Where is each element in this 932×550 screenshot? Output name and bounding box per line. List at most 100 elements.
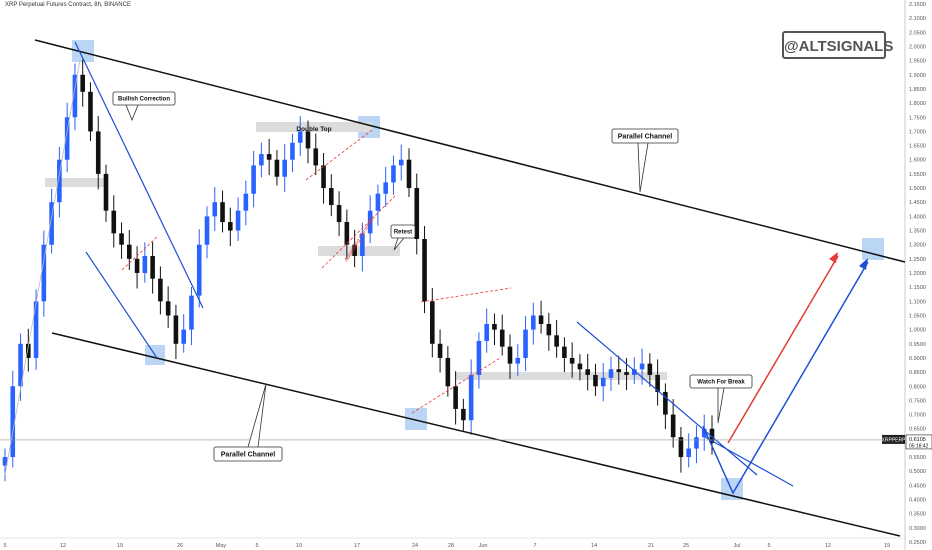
candle-body xyxy=(336,205,342,223)
candle-body xyxy=(577,363,583,370)
price-axis-tick: 0.4500 xyxy=(909,483,926,489)
candle-body xyxy=(150,256,155,279)
candle-body xyxy=(437,343,443,358)
candle-body xyxy=(406,159,412,189)
support-resistance-zone xyxy=(256,122,372,132)
candle-body xyxy=(375,193,381,211)
current-price-tag-bg xyxy=(905,434,932,450)
wedge-trendline xyxy=(576,321,758,476)
support-trendline xyxy=(4,59,81,476)
candle-body xyxy=(259,154,264,166)
correction-dashed-line xyxy=(121,235,159,271)
price-axis-tick: 1.4500 xyxy=(909,200,926,206)
projection-arrowhead-blue xyxy=(859,258,868,270)
price-axis-tick: 1.7000 xyxy=(909,129,926,135)
candle-body xyxy=(2,457,8,466)
parallel-channel-top-line xyxy=(34,39,906,263)
candle-body xyxy=(313,148,319,166)
candle-body xyxy=(608,369,614,378)
candle-body xyxy=(243,193,249,211)
parallel-channel-top-callout-pointer xyxy=(637,142,649,193)
time-axis-tick: 12 xyxy=(60,543,66,549)
candle-body xyxy=(624,372,629,375)
candle-body xyxy=(476,340,482,375)
candle-body xyxy=(686,448,691,458)
altsignals-watermark: @ALTSIGNALS xyxy=(782,31,893,59)
candle-body xyxy=(158,278,163,302)
highlight-box xyxy=(862,238,884,260)
candle-body xyxy=(391,165,396,183)
chart-header-title: XRP Perpetual Futures Contract, 8h, BINA… xyxy=(5,2,131,8)
candle-body xyxy=(632,369,637,375)
parallel-channel-bottom-callout-box xyxy=(213,446,283,462)
candle-body xyxy=(507,346,513,364)
price-axis-tick: 1.1500 xyxy=(909,285,926,291)
price-axis-tick: 0.6500 xyxy=(909,427,926,433)
price-axis-tick: 1.2500 xyxy=(909,257,926,263)
price-axis-tick: 2.0000 xyxy=(909,44,926,50)
candle-body xyxy=(468,374,474,421)
candle-body xyxy=(430,301,435,344)
time-axis-tick: 12 xyxy=(825,543,831,549)
candle-body xyxy=(492,323,497,330)
candle-body xyxy=(709,428,715,443)
candle-body xyxy=(196,244,202,296)
correction-dashed-line xyxy=(411,357,501,414)
candle-body xyxy=(499,329,505,347)
price-axis-tick: 0.2500 xyxy=(909,540,926,546)
price-axis-tick: 1.9000 xyxy=(909,73,926,79)
time-axis-tick: 5 xyxy=(3,543,6,549)
time-axis-tick: 19 xyxy=(117,543,123,549)
price-axis-tick: 1.5500 xyxy=(909,172,926,178)
time-axis-tick: 25 xyxy=(683,543,689,549)
candle-body xyxy=(142,256,148,273)
bullish-correction-callout-box xyxy=(112,91,176,106)
price-axis-tick: 1.3000 xyxy=(909,243,926,249)
retest-callout-label: Retest xyxy=(394,230,412,236)
projection-path-red xyxy=(727,255,839,444)
price-axis-tick: 0.9500 xyxy=(909,342,926,348)
retest-callout-pointer xyxy=(393,237,405,251)
price-axis-tick: 2.1000 xyxy=(909,16,926,22)
support-resistance-zone xyxy=(45,178,105,187)
price-axis-tick: 2.1500 xyxy=(909,2,926,8)
candle-body xyxy=(655,374,660,392)
candle-body xyxy=(80,74,85,92)
candle-body xyxy=(600,377,606,387)
price-axis-tick: 1.5000 xyxy=(909,186,926,192)
wedge-trendline xyxy=(704,436,794,487)
candle-body xyxy=(297,131,303,143)
candle-body xyxy=(18,343,23,387)
candle-body xyxy=(57,159,62,203)
price-axis-tick: 1.4000 xyxy=(909,214,926,220)
price-axis-tick: 1.0000 xyxy=(909,328,926,334)
symbol-label-bg xyxy=(882,434,905,444)
retest-callout-box xyxy=(390,224,416,239)
candle-body xyxy=(515,357,521,364)
candle-body xyxy=(305,131,311,149)
candle-body xyxy=(266,154,272,160)
time-axis-tick: 28 xyxy=(448,543,454,549)
time-axis-tick: 17 xyxy=(354,543,360,549)
price-axis-tick: 0.9000 xyxy=(909,356,926,362)
candle-body xyxy=(165,301,171,316)
price-axis-tick: 1.3500 xyxy=(909,229,926,235)
candle-body xyxy=(383,182,388,194)
candle-body xyxy=(228,222,233,231)
support-resistance-zone xyxy=(318,246,400,256)
candle-body xyxy=(538,315,544,324)
candle-body xyxy=(49,202,54,245)
price-axis-tick: 0.7500 xyxy=(909,398,926,404)
price-axis-tick: 0.3000 xyxy=(909,526,926,532)
candle-body xyxy=(204,216,210,245)
candle-body xyxy=(701,428,707,438)
time-axis-tick: Jul xyxy=(733,543,740,549)
candle-body xyxy=(445,357,451,387)
price-axis-tick: 2.0500 xyxy=(909,30,926,36)
current-price-countdown: 05:18:42 xyxy=(909,443,929,449)
time-axis-tick: 26 xyxy=(177,543,183,549)
candle-body xyxy=(554,335,559,347)
candle-body xyxy=(189,295,194,330)
candle-body xyxy=(88,91,93,132)
candle-body xyxy=(546,323,552,336)
